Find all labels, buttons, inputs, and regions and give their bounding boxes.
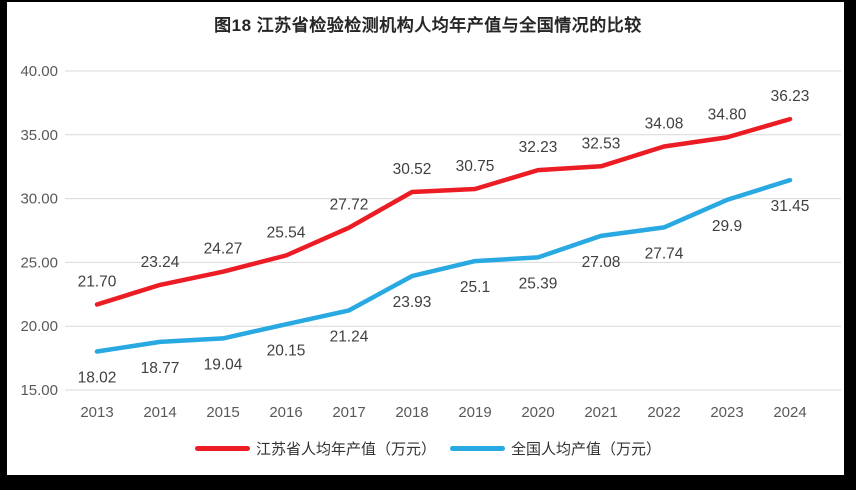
data-label: 32.23 [519,139,558,156]
y-tick-label: 40.00 [20,63,58,80]
data-label: 21.24 [330,328,369,345]
page-border-top [0,0,856,2]
series-line-0 [94,116,793,307]
x-tick-label: 2023 [710,404,743,421]
chart-title: 图18 江苏省检验检测机构人均年产值与全国情况的比较 [214,16,642,35]
y-tick-label: 25.00 [20,254,58,271]
x-tick-label: 2016 [269,404,302,421]
legend-line-swatch [194,446,250,451]
x-axis-tick-labels: 2013 2014 2015 2016 2017 2018 2019 2020 2021 2022… [80,404,806,421]
page-border-right [844,0,856,490]
data-label: 30.75 [456,158,495,175]
x-tick-label: 2014 [143,404,176,421]
data-label: 36.23 [771,88,810,105]
series-0-data-labels: 21.70 23.24 24.27 25.54 27.72 30.52 30.75 32.23… [78,88,810,290]
y-tick-label: 35.00 [20,127,58,144]
series-line-1 [94,177,793,354]
data-label: 25.1 [460,279,490,296]
page-border-left [0,0,7,490]
x-tick-label: 2022 [647,404,680,421]
gridlines [65,70,841,391]
data-label: 21.70 [78,274,117,291]
data-label: 19.04 [204,356,243,373]
data-label: 23.93 [393,294,432,311]
data-label: 25.54 [267,225,306,242]
x-tick-label: 2024 [773,404,806,421]
data-label: 27.74 [645,245,684,262]
legend-line-swatch [450,446,505,451]
data-label: 29.9 [712,218,742,235]
x-tick-label: 2020 [521,404,554,421]
x-tick-label: 2017 [332,404,365,421]
y-tick-label: 30.00 [20,191,58,208]
data-label: 18.77 [141,360,180,377]
data-label: 25.39 [519,275,558,292]
legend-item-1: 全国人均产值（万元） [450,438,661,459]
data-label: 34.80 [708,106,747,123]
data-label: 20.15 [267,342,306,359]
x-tick-label: 2015 [206,404,239,421]
y-axis-tick-labels: 15.00 20.00 25.00 30.00 35.00 40.00 [20,63,58,399]
data-label: 32.53 [582,135,621,152]
x-tick-label: 2018 [395,404,428,421]
x-tick-label: 2021 [584,404,617,421]
data-label: 30.52 [393,161,432,178]
x-tick-label: 2013 [80,404,113,421]
data-label: 18.02 [78,369,117,386]
chart-legend: 江苏省人均年产值（万元） 全国人均产值（万元） [0,438,856,459]
y-tick-label: 15.00 [20,382,58,399]
data-label: 27.72 [330,197,369,214]
x-tick-label: 2019 [458,404,491,421]
page-border-bottom [0,475,856,490]
series-1-data-labels: 18.02 18.77 19.04 20.15 21.24 23.93 25.1 25.39 2… [78,198,810,386]
legend-label: 全国人均产值（万元） [511,441,662,458]
data-label: 24.27 [204,241,243,258]
data-label: 23.24 [141,254,180,271]
data-label: 34.08 [645,116,684,133]
y-tick-label: 20.00 [20,318,58,335]
legend-label: 江苏省人均年产值（万元） [255,441,436,458]
legend-item-0: 江苏省人均年产值（万元） [194,438,436,459]
data-label: 27.08 [582,254,621,271]
data-label: 31.45 [771,198,810,215]
